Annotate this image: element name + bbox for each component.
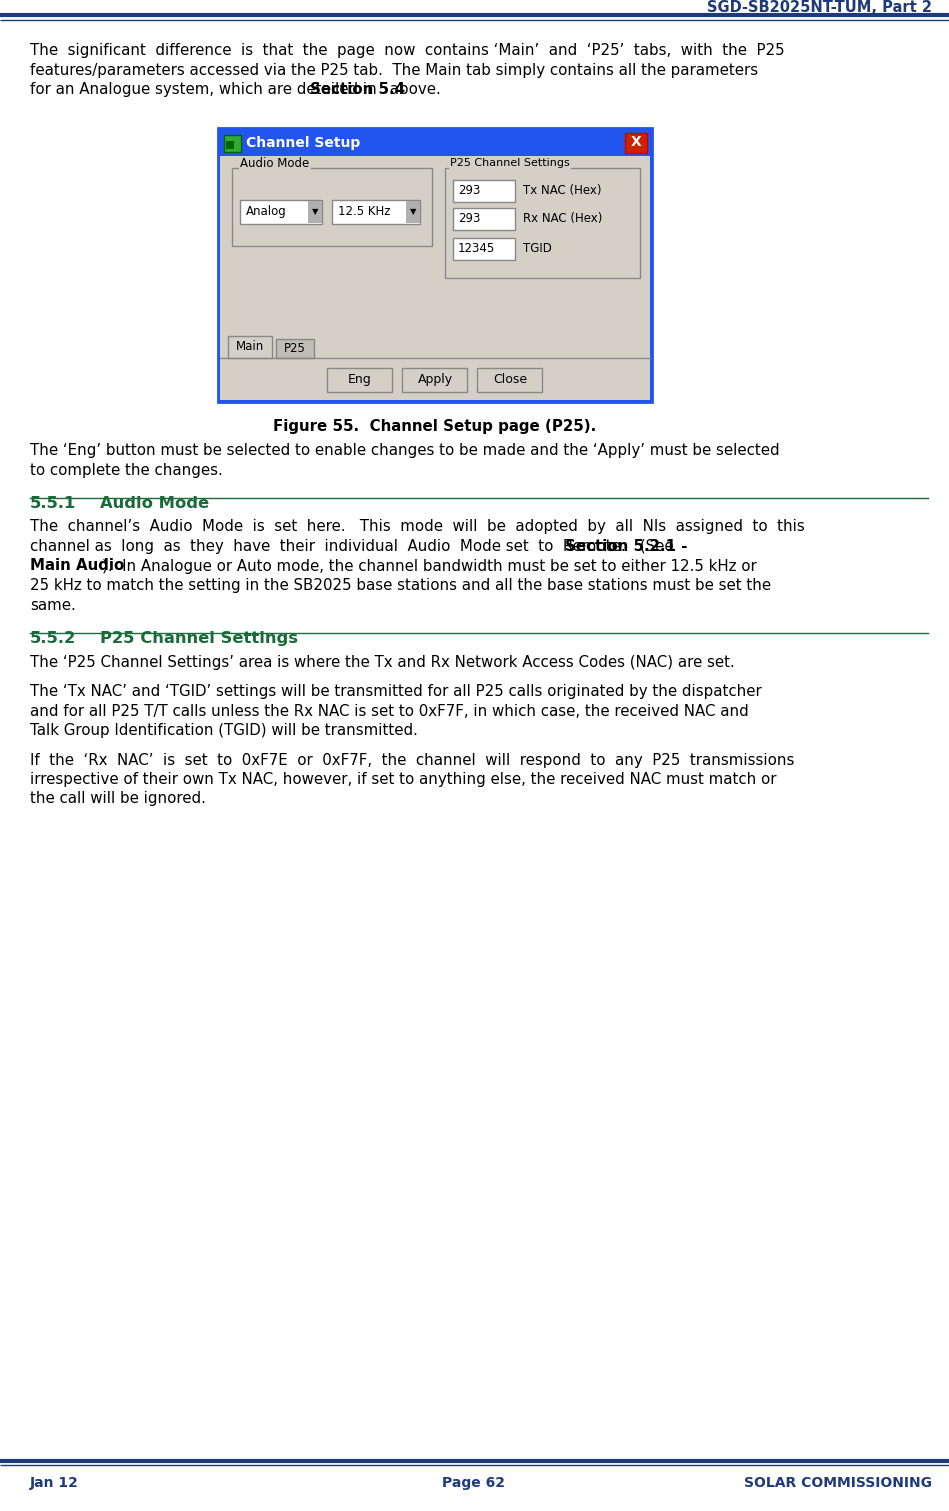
Text: Figure 55.  Channel Setup page (P25).: Figure 55. Channel Setup page (P25). <box>273 420 597 435</box>
Text: Section 5.4: Section 5.4 <box>310 82 405 97</box>
FancyBboxPatch shape <box>453 237 515 260</box>
FancyBboxPatch shape <box>276 338 314 358</box>
Text: the call will be ignored.: the call will be ignored. <box>30 792 206 807</box>
FancyBboxPatch shape <box>402 367 468 391</box>
Text: The ‘P25 Channel Settings’ area is where the Tx and Rx Network Access Codes (NAC: The ‘P25 Channel Settings’ area is where… <box>30 654 735 669</box>
Text: Analog: Analog <box>246 205 287 218</box>
Text: 5.5.1: 5.5.1 <box>30 496 76 511</box>
Text: If  the  ‘Rx  NAC’  is  set  to  0xF7E  or  0xF7F,  the  channel  will  respond : If the ‘Rx NAC’ is set to 0xF7E or 0xF7F… <box>30 752 794 768</box>
Text: to complete the changes.: to complete the changes. <box>30 462 223 477</box>
Text: The  channel’s  Audio  Mode  is  set  here.   This  mode  will  be  adopted  by : The channel’s Audio Mode is set here. Th… <box>30 520 805 535</box>
FancyBboxPatch shape <box>445 168 640 278</box>
Text: The ‘Tx NAC’ and ‘TGID’ settings will be transmitted for all P25 calls originate: The ‘Tx NAC’ and ‘TGID’ settings will be… <box>30 684 762 700</box>
Text: Main Audio: Main Audio <box>30 559 124 574</box>
Text: 12.5 KHz: 12.5 KHz <box>338 205 390 218</box>
FancyBboxPatch shape <box>218 127 652 402</box>
FancyBboxPatch shape <box>453 180 515 201</box>
Text: 5.5.2: 5.5.2 <box>30 632 76 647</box>
Text: SGD-SB2025NT-TUM, Part 2: SGD-SB2025NT-TUM, Part 2 <box>707 0 932 15</box>
FancyBboxPatch shape <box>406 201 420 222</box>
Text: 12345: 12345 <box>458 242 495 255</box>
Text: Channel Setup: Channel Setup <box>246 136 361 150</box>
Text: Talk Group Identification (TGID) will be transmitted.: Talk Group Identification (TGID) will be… <box>30 722 418 737</box>
Text: Audio Mode: Audio Mode <box>100 496 209 511</box>
FancyBboxPatch shape <box>220 130 650 156</box>
Text: for an Analogue system, which are detailed in: for an Analogue system, which are detail… <box>30 82 381 97</box>
Text: Eng: Eng <box>348 373 372 385</box>
Text: Main: Main <box>236 340 264 354</box>
Text: P25 Channel Settings: P25 Channel Settings <box>100 632 298 647</box>
Text: Page 62: Page 62 <box>442 1476 506 1490</box>
Text: Tx NAC (Hex): Tx NAC (Hex) <box>523 184 602 196</box>
Text: Section 5.2.1 -: Section 5.2.1 - <box>565 539 687 555</box>
Text: Audio Mode: Audio Mode <box>240 157 309 171</box>
Text: Apply: Apply <box>418 373 453 385</box>
Text: irrespective of their own Tx NAC, however, if set to anything else, the received: irrespective of their own Tx NAC, howeve… <box>30 772 776 787</box>
Text: ).  In Analogue or Auto mode, the channel bandwidth must be set to either 12.5 k: ). In Analogue or Auto mode, the channel… <box>102 559 756 574</box>
Text: ▼: ▼ <box>410 207 417 216</box>
FancyBboxPatch shape <box>477 367 543 391</box>
Text: and for all P25 T/T calls unless the Rx NAC is set to 0xF7F, in which case, the : and for all P25 T/T calls unless the Rx … <box>30 704 749 719</box>
Text: Rx NAC (Hex): Rx NAC (Hex) <box>523 212 603 225</box>
FancyBboxPatch shape <box>327 367 393 391</box>
Text: 25 kHz to match the setting in the SB2025 base stations and all the base station: 25 kHz to match the setting in the SB202… <box>30 579 772 592</box>
Text: ▼: ▼ <box>312 207 318 216</box>
FancyBboxPatch shape <box>332 199 420 224</box>
Text: above.: above. <box>385 82 440 97</box>
FancyBboxPatch shape <box>308 201 322 222</box>
Text: SOLAR COMMISSIONING: SOLAR COMMISSIONING <box>744 1476 932 1490</box>
Text: 293: 293 <box>458 184 480 196</box>
Text: 293: 293 <box>458 212 480 225</box>
Text: Jan 12: Jan 12 <box>30 1476 79 1490</box>
FancyBboxPatch shape <box>226 141 234 148</box>
FancyBboxPatch shape <box>625 133 647 153</box>
Text: features/parameters accessed via the P25 tab.  The Main tab simply contains all : features/parameters accessed via the P25… <box>30 62 758 77</box>
FancyBboxPatch shape <box>232 168 432 245</box>
Text: TGID: TGID <box>523 242 552 255</box>
FancyBboxPatch shape <box>240 199 322 224</box>
FancyBboxPatch shape <box>224 134 241 151</box>
Text: Close: Close <box>493 373 527 385</box>
FancyBboxPatch shape <box>220 156 650 399</box>
Text: X: X <box>631 136 642 150</box>
FancyBboxPatch shape <box>228 335 272 358</box>
Text: same.: same. <box>30 597 76 612</box>
Text: The  significant  difference  is  that  the  page  now  contains ‘Main’  and  ‘P: The significant difference is that the p… <box>30 42 785 57</box>
FancyBboxPatch shape <box>453 207 515 230</box>
Text: P25: P25 <box>284 341 306 355</box>
Text: The ‘Eng’ button must be selected to enable changes to be made and the ‘Apply’ m: The ‘Eng’ button must be selected to ena… <box>30 443 780 458</box>
Text: channel as  long  as  they  have  their  individual  Audio  Mode set  to  Remote: channel as long as they have their indiv… <box>30 539 679 555</box>
Text: P25 Channel Settings: P25 Channel Settings <box>450 159 569 169</box>
